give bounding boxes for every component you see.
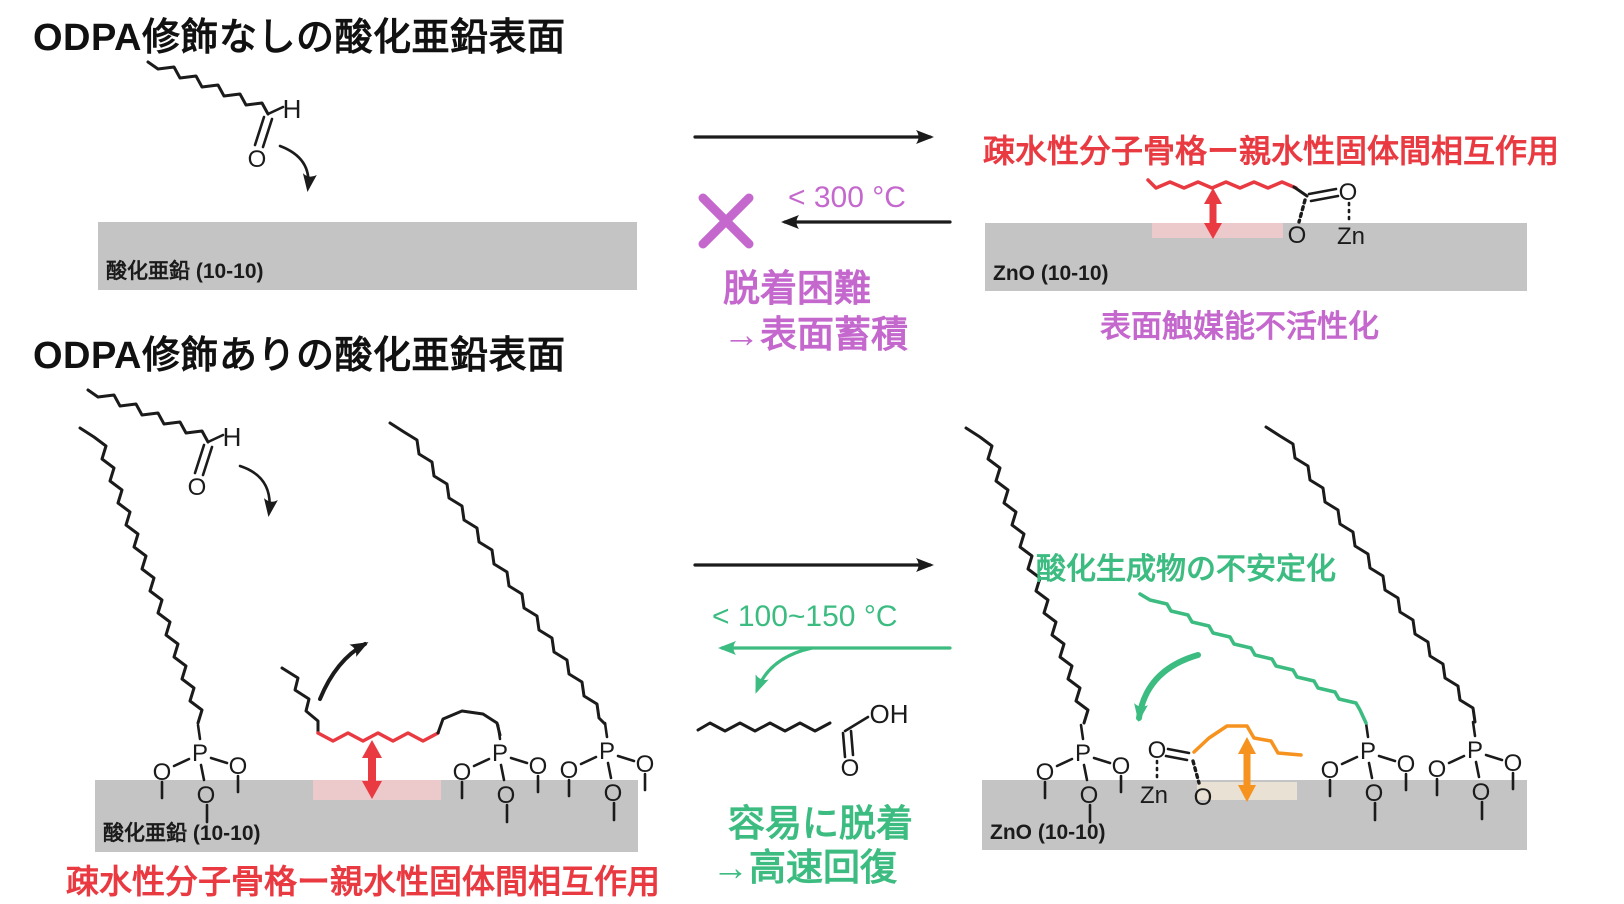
interaction-label-top: 疎水性分子骨格ー親水性固体間相互作用: [983, 133, 1560, 169]
carboxyl-connector: [1292, 185, 1309, 198]
reverse-condition-bottom: < 100~150 °C: [712, 600, 898, 633]
c-o-surface-bond: [1191, 759, 1201, 785]
desorption-curved-arrow: [755, 646, 814, 694]
strong-interaction-arrow-head-down: [362, 781, 382, 799]
destabilized-product: O Zn O: [1134, 592, 1368, 811]
adsorption-curved-arrow-bottom: [238, 464, 278, 517]
hydrophobic-backbone-red: [1146, 178, 1298, 190]
interaction-label-bottom: 疎水性分子骨格ー親水性固体間相互作用: [66, 863, 660, 900]
c-o-double-bond: [1307, 187, 1340, 203]
phosphonate-anchor: [558, 721, 656, 822]
blocked-note-line2: →表面蓄積: [723, 314, 908, 355]
c-o-surface-bond: [1297, 198, 1307, 224]
carboxylic-acid-product: OH O: [696, 699, 909, 782]
phosphonate-anchor: [1426, 720, 1524, 821]
surface-label-modified-right: ZnO (10-10): [990, 821, 1106, 844]
backbone-black-right: [436, 709, 502, 737]
phosphonate-anchor: [1319, 721, 1417, 822]
zno-surface-bare-left: 酸化亜鉛 (10-10): [98, 222, 637, 290]
deactivation-label: 表面触媒能不活性化: [1100, 309, 1379, 344]
phosphonate-anchor: [1034, 723, 1132, 824]
blocked-note-line1: 脱着困難: [723, 268, 871, 309]
reverse-condition-top: < 300 °C: [788, 181, 906, 214]
adsorption-curved-arrow-top: [278, 144, 317, 192]
lift-off-curved-arrow: [318, 642, 369, 701]
oxygen-atom-label: O: [1339, 179, 1358, 206]
destabilization-label: 酸化生成物の不安定化: [1036, 553, 1336, 586]
weak-backbone-orange: [1192, 724, 1303, 757]
aldehyde-molecule-top: [146, 60, 303, 175]
alkyl-chain: [696, 721, 832, 733]
blocked-x-icon: [698, 193, 754, 249]
c-o-double-bond: [841, 729, 855, 759]
phosphonate-anchor: [451, 723, 549, 824]
section-title-modified: ODPA修飾ありの酸化亜鉛表面: [33, 335, 566, 377]
oxygen-atom-label: O: [1194, 784, 1213, 811]
zno-surface-modified-left: 酸化亜鉛 (10-10): [95, 780, 638, 852]
oxygen-atom-label: O: [841, 755, 860, 782]
physisorbed-molecule-modified: [280, 666, 502, 799]
hydroxyl-group-label: OH: [870, 699, 909, 729]
hydrophobic-backbone-red: [316, 731, 440, 743]
odpa-chain-right-a: [964, 426, 1090, 725]
strong-interaction-arrow-head-up: [1204, 188, 1222, 204]
surface-label-bare-left: 酸化亜鉛 (10-10): [106, 260, 264, 283]
phosphonate-anchor: [151, 723, 249, 824]
zinc-atom-label: Zn: [1140, 782, 1168, 809]
odpa-chain-left-a: [78, 426, 204, 725]
backbone-black-left: [280, 666, 320, 735]
oxygen-atom-label: O: [1148, 737, 1167, 764]
adsorbed-carboxylate-bare: O Zn O: [1146, 178, 1365, 250]
desorb-note-line1: 容易に脱着: [728, 803, 913, 844]
weak-interaction-arrow-head-up: [1238, 737, 1256, 754]
c-o-double-bond: [1164, 747, 1191, 762]
surface-label-modified-left: 酸化亜鉛 (10-10): [103, 822, 261, 845]
aldehyde-molecule-bottom: [86, 388, 243, 503]
destabilized-chain-green: [1138, 592, 1368, 725]
strong-interaction-arrow-head-down: [1204, 223, 1222, 239]
surface-label-bare-right: ZnO (10-10): [993, 262, 1109, 285]
desorb-note-line2: →高速回復: [712, 847, 897, 888]
weak-interaction-arrow-head-down: [1238, 785, 1256, 802]
destabilization-curved-arrow: [1134, 652, 1201, 722]
zinc-atom-label: Zn: [1337, 223, 1365, 250]
oxygen-atom-label: O: [1288, 222, 1307, 249]
strong-interaction-arrow-head-up: [362, 740, 382, 758]
c-oh-bond: [843, 715, 870, 733]
odpa-chain-right-b: [1264, 425, 1477, 724]
odpa-chain-left-b: [388, 421, 607, 726]
section-title-unmodified: ODPA修飾なしの酸化亜鉛表面: [33, 17, 566, 59]
